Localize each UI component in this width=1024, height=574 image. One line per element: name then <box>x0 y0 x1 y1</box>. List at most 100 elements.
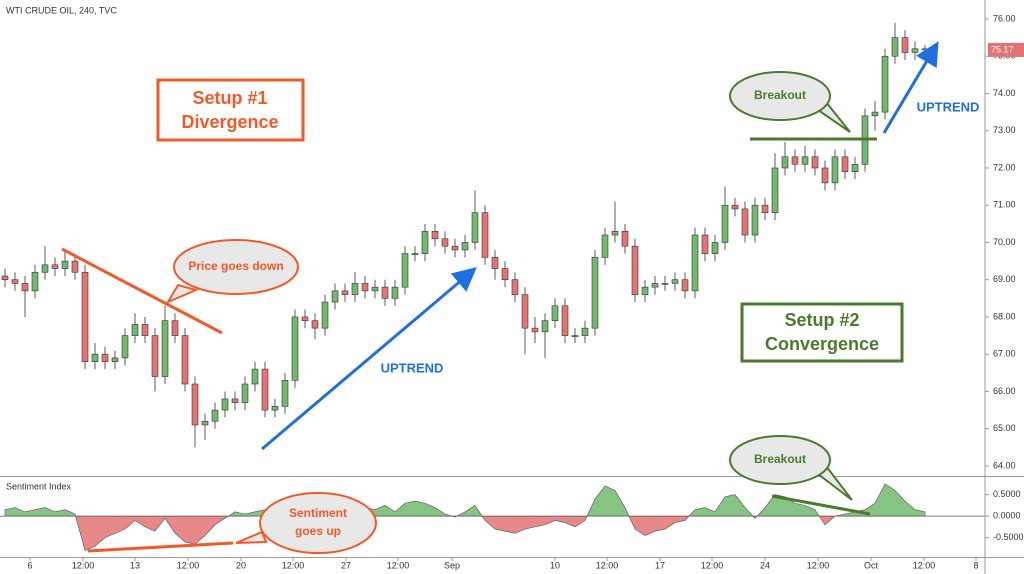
callout-text: Breakout <box>754 88 806 102</box>
candle-body <box>491 257 499 269</box>
candle-body <box>691 234 699 292</box>
trend-arrow <box>261 267 477 451</box>
candle-body <box>101 353 109 362</box>
candle-body <box>571 335 579 337</box>
candle-body <box>411 253 419 255</box>
y-tick-label: 71.00 <box>993 200 1016 210</box>
candle-body <box>351 283 359 295</box>
x-tick-label: 12:00 <box>913 560 936 570</box>
candle-body <box>451 245 459 251</box>
candle-body <box>321 301 329 329</box>
candle-body <box>811 156 819 169</box>
candle-body <box>591 257 599 329</box>
candle-body <box>841 156 849 173</box>
candle-body <box>91 353 99 362</box>
candle-body <box>131 324 139 336</box>
callout-tail <box>165 283 200 305</box>
candle-body <box>641 286 649 295</box>
candle-body <box>741 208 749 236</box>
y-tick-label: 70.00 <box>993 237 1016 247</box>
candle-body <box>731 204 739 210</box>
candle-body <box>751 204 759 236</box>
trend-label: UPTREND <box>917 99 980 114</box>
candle-body <box>51 264 59 269</box>
candle-body <box>301 316 309 321</box>
x-tick-label: 8 <box>973 560 978 570</box>
callout-text: Sentiment <box>289 506 347 520</box>
x-tick-label: 12:00 <box>282 560 305 570</box>
x-tick-label: 20 <box>236 560 246 570</box>
candle-body <box>511 279 519 295</box>
callout-tail <box>235 530 268 544</box>
x-tick-label: 13 <box>130 560 140 570</box>
candle-body <box>201 420 209 426</box>
chart-title: WTI CRUDE OIL, 240, TVC <box>6 5 117 15</box>
candle-body <box>31 271 39 292</box>
candle-body <box>361 283 369 292</box>
candle-body <box>401 253 409 288</box>
candle-body <box>421 230 429 254</box>
candle-body <box>41 264 49 273</box>
candle-body <box>21 283 29 292</box>
x-tick-label: 27 <box>341 560 351 570</box>
candle-body <box>521 294 529 329</box>
callout <box>173 239 299 295</box>
y-tick-label: -0.5000 <box>993 532 1024 542</box>
candle-body <box>81 271 89 362</box>
callout <box>729 435 831 485</box>
setup-title: Setup #2 <box>784 310 859 330</box>
candle-body <box>221 398 229 411</box>
x-tick-label: Sep <box>444 560 460 570</box>
x-tick-label: 12:00 <box>807 560 830 570</box>
candle-body <box>681 279 689 292</box>
candle-body <box>431 230 439 240</box>
candle-body <box>191 383 199 426</box>
candle-body <box>141 324 149 336</box>
candle-body <box>241 383 249 403</box>
x-tick-label: 12:00 <box>701 560 724 570</box>
y-tick-label: 69.00 <box>993 274 1016 284</box>
trend-label: UPTREND <box>381 360 444 375</box>
candle-body <box>761 204 769 213</box>
y-tick-label: 72.00 <box>993 162 1016 172</box>
candle-body <box>481 212 489 258</box>
candle-body <box>901 37 909 53</box>
setup-box <box>740 302 904 363</box>
candle-body <box>541 320 549 333</box>
y-tick-label: 67.00 <box>993 349 1016 359</box>
x-tick-label: 12:00 <box>387 560 410 570</box>
candle-body <box>281 379 289 407</box>
trend-line <box>61 247 223 335</box>
breakout-line <box>771 494 871 516</box>
setup-subtitle: Divergence <box>181 112 278 132</box>
candle-body <box>61 260 69 269</box>
candle-body <box>271 406 279 411</box>
trend-arrow <box>882 41 939 134</box>
x-tick-label: Oct <box>864 560 879 570</box>
candle-body <box>871 111 879 117</box>
x-tick-label: 12:00 <box>177 560 200 570</box>
candle-body <box>171 320 179 336</box>
candle-body <box>651 283 659 288</box>
y-tick-label: 64.00 <box>993 460 1016 470</box>
candle-body <box>211 409 219 422</box>
y-tick-label: 65.00 <box>993 423 1016 433</box>
candle-body <box>291 316 299 381</box>
candle-body <box>911 48 919 53</box>
candle-body <box>231 398 239 403</box>
y-tick-label: 68.00 <box>993 311 1016 321</box>
candle-body <box>831 156 839 184</box>
candle-body <box>711 242 719 254</box>
candle-body <box>371 286 379 292</box>
candle-body <box>791 156 799 165</box>
candle-body <box>771 167 779 213</box>
candle-body <box>181 335 189 385</box>
candle-body <box>611 230 619 236</box>
candle-body <box>661 283 669 285</box>
candle-body <box>391 286 399 299</box>
candle-body <box>921 48 929 51</box>
y-tick-label: 76.00 <box>993 13 1016 23</box>
sentiment-area <box>4 483 926 551</box>
